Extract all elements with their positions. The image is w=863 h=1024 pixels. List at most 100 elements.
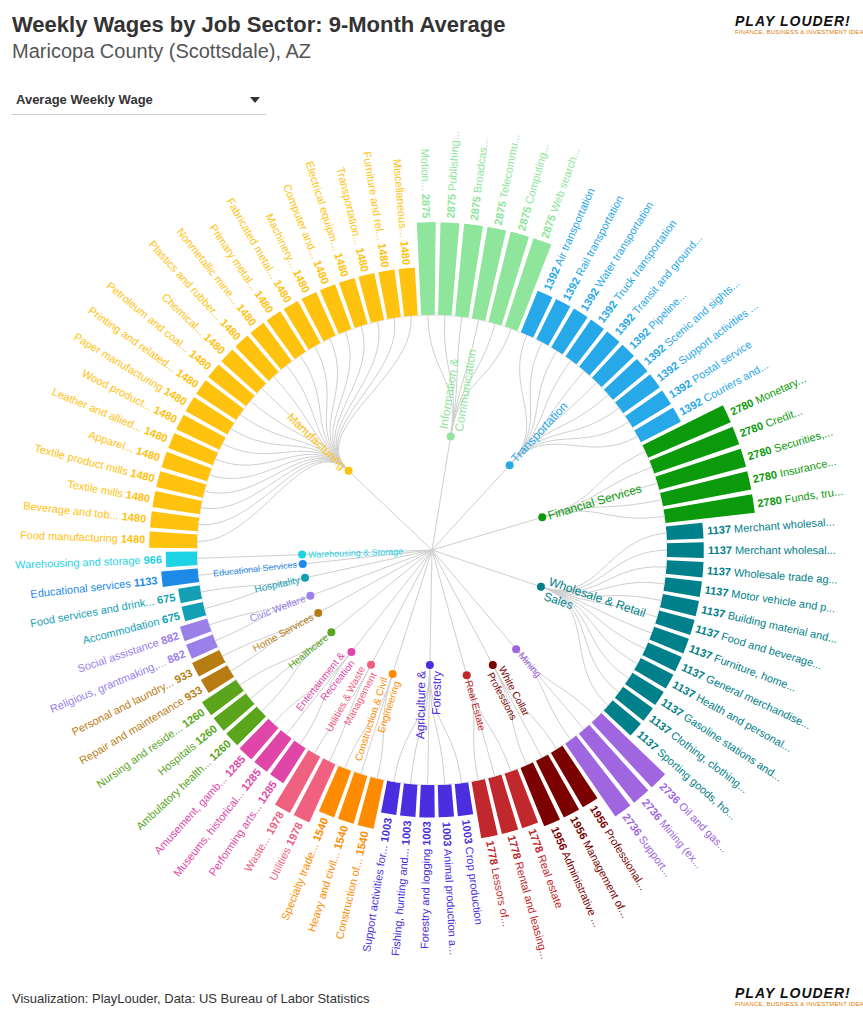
svg-text:2736 Mining (ex...: 2736 Mining (ex... xyxy=(640,796,706,870)
svg-text:Primary metal... 1480: Primary metal... 1480 xyxy=(207,222,276,315)
svg-text:Computer and... 1480: Computer and... 1480 xyxy=(281,182,331,285)
svg-text:Miscellaneous... 1480: Miscellaneous... 1480 xyxy=(391,158,412,265)
svg-text:Amusement, gamb... 1285: Amusement, gamb... 1285 xyxy=(152,753,248,856)
svg-text:Wood product... 1480: Wood product... 1480 xyxy=(80,367,179,425)
svg-text:1392 Rail transportation: 1392 Rail transportation xyxy=(560,194,625,303)
svg-text:1137 Merchant wholesal...: 1137 Merchant wholesal... xyxy=(707,515,835,536)
svg-text:1778 Real estate: 1778 Real estate xyxy=(526,827,565,909)
svg-text:Forestry and logging 1003: Forestry and logging 1003 xyxy=(418,821,432,949)
svg-text:1137 Motor vehicle and p...: 1137 Motor vehicle and p... xyxy=(704,583,836,614)
svg-text:1956 Administrative ...: 1956 Administrative ... xyxy=(549,825,604,929)
svg-text:Home Services: Home Services xyxy=(251,611,316,653)
svg-text:1956 Management of...: 1956 Management of... xyxy=(568,814,632,920)
svg-text:Mining: Mining xyxy=(516,650,543,680)
svg-text:1137 General merchandise...: 1137 General merchandise... xyxy=(680,661,813,731)
svg-text:Transportation: Transportation xyxy=(508,399,570,465)
svg-text:1137 Clothing, clothing...: 1137 Clothing, clothing... xyxy=(647,713,750,796)
svg-text:Social assistance 882: Social assistance 882 xyxy=(76,629,181,674)
svg-text:1392 Water transportation: 1392 Water transportation xyxy=(578,199,656,313)
svg-text:Ambulatory health... 1260: Ambulatory health... 1260 xyxy=(134,737,233,832)
svg-text:Information &Communication: Information &Communication xyxy=(436,346,479,433)
svg-text:2780 Monetary...: 2780 Monetary... xyxy=(728,372,807,417)
svg-text:Beverage and tob... 1480: Beverage and tob... 1480 xyxy=(23,499,147,524)
svg-text:2875 Publishing...: 2875 Publishing... xyxy=(444,131,461,219)
svg-text:Plastics and rubber... 1480: Plastics and rubber... 1480 xyxy=(147,238,244,342)
svg-text:Printing and related... 1480: Printing and related... 1480 xyxy=(86,304,201,390)
svg-text:Support activities for... 1003: Support activities for... 1003 xyxy=(360,817,394,953)
svg-text:Hospitals 1260: Hospitals 1260 xyxy=(155,722,219,777)
svg-text:2780 Securities,...: 2780 Securities,... xyxy=(746,426,834,463)
svg-text:Chemical... 1480: Chemical... 1480 xyxy=(160,291,228,357)
svg-text:1392 Support activities ...: 1392 Support activities ... xyxy=(654,299,760,383)
svg-text:Leather and allied... 1480: Leather and allied... 1480 xyxy=(50,385,169,444)
svg-text:Personal and laundry... 933: Personal and laundry... 933 xyxy=(70,667,195,738)
svg-text:Religious, grantmaking,... 882: Religious, grantmaking,... 882 xyxy=(48,648,187,715)
svg-text:1392 Transit and ground...: 1392 Transit and ground... xyxy=(612,232,704,338)
svg-text:1137 Merchant wholesal...: 1137 Merchant wholesal... xyxy=(708,544,836,556)
svg-text:1392 Postal service: 1392 Postal service xyxy=(667,338,754,400)
svg-text:1137 Gasoline stations and...: 1137 Gasoline stations and... xyxy=(659,696,784,784)
svg-text:Apparel... 1480: Apparel... 1480 xyxy=(87,428,162,463)
svg-text:Textile product mills 1480: Textile product mills 1480 xyxy=(33,442,156,485)
svg-text:2780 Credit...: 2780 Credit... xyxy=(738,405,804,440)
svg-text:Educational services 1133: Educational services 1133 xyxy=(30,574,158,600)
svg-text:Repair and maintenance 933: Repair and maintenance 933 xyxy=(77,684,204,767)
svg-text:1137 Furniture, home...: 1137 Furniture, home... xyxy=(687,642,798,693)
svg-text:1137 Health and personal...: 1137 Health and personal... xyxy=(671,678,795,754)
svg-text:Furniture and rel... 1480: Furniture and rel... 1480 xyxy=(361,150,392,268)
svg-text:1137 Food and beverage...: 1137 Food and beverage... xyxy=(694,622,823,671)
svg-text:Healthcare: Healthcare xyxy=(286,632,331,671)
svg-text:2875 Computing...: 2875 Computing... xyxy=(515,142,551,232)
svg-text:Nursing and reside... 1260: Nursing and reside... 1260 xyxy=(94,706,206,790)
svg-text:Construction of... 1540: Construction of... 1540 xyxy=(333,830,370,940)
svg-text:Motion... 2875: Motion... 2875 xyxy=(419,148,432,218)
svg-text:White CollarProfessions: White CollarProfessions xyxy=(485,664,532,724)
svg-text:Civic Welfare: Civic Welfare xyxy=(248,593,307,624)
svg-text:Heavy and civil... 1540: Heavy and civil... 1540 xyxy=(305,824,350,933)
svg-text:Financial Services: Financial Services xyxy=(546,481,643,522)
svg-text:Warehousing and storage 966: Warehousing and storage 966 xyxy=(15,553,162,570)
svg-text:1392 Scenic and sights...: 1392 Scenic and sights... xyxy=(641,277,741,367)
svg-text:1003 Animal production a...: 1003 Animal production a... xyxy=(441,822,460,956)
svg-text:Warehousing & Storage: Warehousing & Storage xyxy=(308,546,404,559)
svg-text:Real Estate: Real Estate xyxy=(463,679,488,732)
svg-text:Electrical equipm... 1480: Electrical equipm... 1480 xyxy=(303,160,351,278)
svg-text:1137 Sporting goods, ho...: 1137 Sporting goods, ho... xyxy=(635,728,739,822)
svg-text:2875 Broadcas...: 2875 Broadcas... xyxy=(468,137,490,221)
svg-text:2780 Funds, tru...: 2780 Funds, tru... xyxy=(757,485,844,509)
svg-text:Agriculture &Forestry: Agriculture &Forestry xyxy=(413,670,444,739)
svg-text:2780 Insurance...: 2780 Insurance... xyxy=(752,455,838,485)
svg-text:2736 Oil and gas...: 2736 Oil and gas... xyxy=(657,780,730,854)
svg-text:Accommodation 675: Accommodation 675 xyxy=(81,610,181,647)
svg-text:Nonmetallic mine... 1480: Nonmetallic mine... 1480 xyxy=(175,225,259,328)
svg-text:1137 Building material and...: 1137 Building material and... xyxy=(700,603,838,645)
svg-text:2875 Telecommu...: 2875 Telecommu... xyxy=(492,133,522,226)
svg-text:Machinery... 1480: Machinery... 1480 xyxy=(264,211,313,294)
svg-text:2875 Web search...: 2875 Web search... xyxy=(538,146,581,240)
svg-text:Food manufacturing 1480: Food manufacturing 1480 xyxy=(20,529,146,546)
svg-text:Food services and drink... 675: Food services and drink... 675 xyxy=(29,591,176,629)
svg-text:2736 Support...: 2736 Support... xyxy=(620,811,674,879)
svg-text:Performing arts... 1285: Performing arts... 1285 xyxy=(206,779,279,878)
svg-text:Waste... 1978: Waste... 1978 xyxy=(242,809,286,873)
svg-text:Utilities 1978: Utilities 1978 xyxy=(267,820,305,882)
svg-text:Textile mills 1480: Textile mills 1480 xyxy=(67,478,152,505)
svg-text:1392 Couriers and...: 1392 Couriers and... xyxy=(677,359,770,418)
svg-text:Fishing, hunting and... 1003: Fishing, hunting and... 1003 xyxy=(389,820,413,956)
svg-text:1392 Air transportation: 1392 Air transportation xyxy=(541,186,597,292)
svg-text:Hospitality: Hospitality xyxy=(253,574,300,595)
svg-text:Petroleum and coal... 1480: Petroleum and coal... 1480 xyxy=(105,279,214,372)
svg-text:Museums, historical... 1285: Museums, historical... 1285 xyxy=(171,766,263,879)
svg-text:Educational Services: Educational Services xyxy=(213,559,298,578)
svg-text:Transportation... 1480: Transportation... 1480 xyxy=(335,166,372,273)
svg-text:1003 Crop production: 1003 Crop production xyxy=(460,819,485,925)
svg-text:Paper manufacturing 1480: Paper manufacturing 1480 xyxy=(72,330,189,407)
svg-text:1137 Wholesale trade ag...: 1137 Wholesale trade ag... xyxy=(707,564,838,585)
svg-text:Wholesale & RetailSales: Wholesale & RetailSales xyxy=(542,575,648,635)
svg-text:Specialty trade... 1540: Specialty trade... 1540 xyxy=(279,816,331,922)
svg-text:Construction & CivilEngineerin: Construction & CivilEngineering xyxy=(353,676,402,766)
svg-text:Entertainment &Recreation: Entertainment &Recreation xyxy=(294,650,357,721)
svg-text:1392 Truck transportation: 1392 Truck transportation xyxy=(595,217,678,325)
svg-text:1778 Rental and leasing...: 1778 Rental and leasing... xyxy=(506,834,552,960)
svg-text:1392 Pipeline...: 1392 Pipeline... xyxy=(627,289,689,352)
